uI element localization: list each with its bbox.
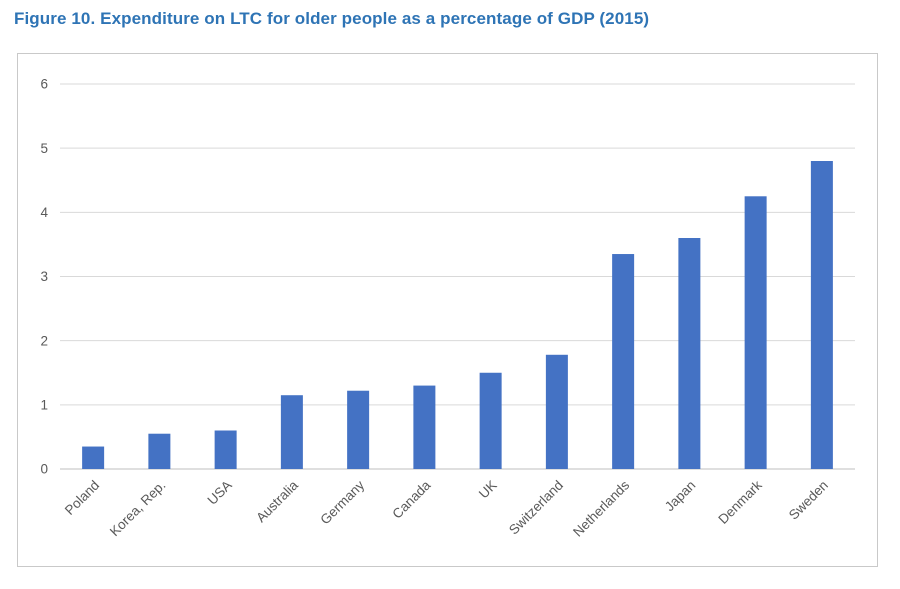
bar-netherlands — [612, 254, 635, 469]
bar-australia — [280, 395, 303, 469]
chart-frame: 0 1 2 3 4 5 6 Poland Korea, Rep. USA Australia Germ… — [17, 53, 878, 567]
y-tick-label-6: 6 — [40, 77, 48, 92]
x-category-label-usa: USA — [205, 478, 235, 508]
x-category-label-uk: UK — [476, 478, 500, 502]
x-category-label-poland: Poland — [62, 478, 102, 518]
x-category-label-denmark: Denmark — [715, 477, 765, 527]
x-category-label-japan: Japan — [662, 478, 699, 515]
x-category-label-korea-rep: Korea, Rep. — [107, 478, 169, 540]
bar-canada — [413, 385, 436, 469]
bar-denmark — [744, 196, 767, 470]
x-category-label-germany: Germany — [317, 477, 367, 527]
bar-usa — [214, 430, 237, 469]
y-tick-label-2: 2 — [40, 333, 48, 348]
x-category-label-sweden: Sweden — [786, 478, 831, 523]
x-category-label-netherlands: Netherlands — [570, 477, 632, 539]
x-category-label-australia: Australia — [253, 477, 301, 525]
bar-switzerland — [545, 354, 568, 469]
bar-poland — [82, 446, 105, 469]
y-tick-label-1: 1 — [40, 398, 48, 413]
y-tick-label-3: 3 — [40, 269, 48, 284]
y-tick-label-4: 4 — [40, 205, 48, 220]
bar-sweden — [810, 161, 833, 469]
figure-title: Figure 10. Expenditure on LTC for older … — [14, 9, 650, 28]
bar-korea-rep — [148, 433, 171, 469]
x-category-label-canada: Canada — [389, 477, 433, 521]
y-tick-label-5: 5 — [40, 141, 48, 156]
bar-uk — [479, 372, 502, 469]
bar-japan — [678, 238, 701, 469]
y-tick-label-0: 0 — [40, 462, 48, 477]
bar-germany — [347, 390, 370, 469]
x-category-label-switzerland: Switzerland — [506, 478, 566, 538]
bar-chart: 0 1 2 3 4 5 6 Poland Korea, Rep. USA Australia Germ… — [40, 77, 855, 540]
